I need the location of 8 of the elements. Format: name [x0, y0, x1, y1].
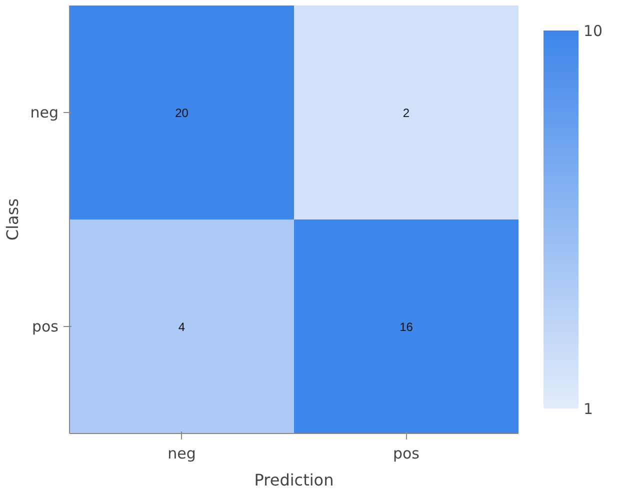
color-bar-label: 1 [584, 400, 594, 418]
data-label: 2 [402, 106, 410, 120]
y-axis-title: Class [3, 198, 22, 241]
data-label: 4 [178, 320, 186, 334]
x-axis-title: Prediction [254, 470, 334, 490]
data-label: 16 [400, 320, 414, 334]
data-label: 20 [175, 106, 189, 120]
color-bar-label: 10 [584, 22, 603, 40]
